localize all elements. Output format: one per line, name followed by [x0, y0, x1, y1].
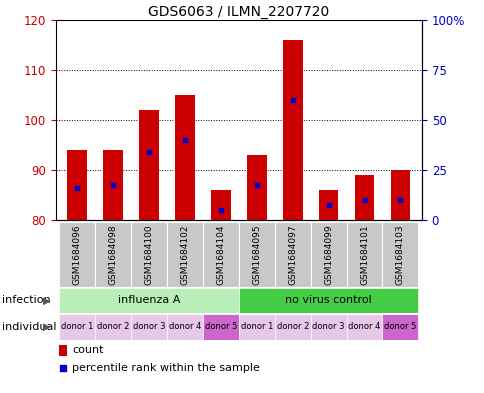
Text: donor 4: donor 4 [168, 322, 201, 331]
Text: GSM1684102: GSM1684102 [180, 224, 189, 285]
Text: GSM1684096: GSM1684096 [73, 224, 82, 285]
Text: influenza A: influenza A [118, 296, 180, 305]
Text: GSM1684099: GSM1684099 [323, 224, 333, 285]
Bar [59, 288, 239, 313]
Text: donor 3: donor 3 [312, 322, 344, 331]
Bar [346, 222, 382, 287]
Bar [390, 170, 409, 220]
Text: GSM1684103: GSM1684103 [395, 224, 404, 285]
Bar [238, 288, 418, 313]
Bar [274, 314, 310, 340]
Text: GSM1684100: GSM1684100 [144, 224, 153, 285]
Text: donor 1: donor 1 [240, 322, 272, 331]
Bar [382, 314, 418, 340]
Text: GSM1684097: GSM1684097 [287, 224, 297, 285]
Bar [103, 150, 123, 220]
Bar [310, 222, 346, 287]
Bar [382, 222, 418, 287]
Text: ▶: ▶ [44, 322, 51, 332]
Text: GSM1684098: GSM1684098 [108, 224, 118, 285]
Bar [282, 40, 302, 220]
Text: donor 1: donor 1 [61, 322, 93, 331]
Text: donor 4: donor 4 [348, 322, 380, 331]
Text: GSM1684101: GSM1684101 [359, 224, 368, 285]
Text: donor 5: donor 5 [383, 322, 416, 331]
Bar [95, 314, 131, 340]
Bar [318, 190, 338, 220]
Text: no virus control: no virus control [285, 296, 371, 305]
Bar [274, 222, 310, 287]
Bar [354, 175, 374, 220]
Text: count: count [72, 345, 104, 355]
Bar [59, 222, 95, 287]
Bar [246, 155, 266, 220]
Bar [211, 190, 230, 220]
Bar [238, 314, 274, 340]
Bar [139, 110, 159, 220]
Bar [238, 222, 274, 287]
Title: GDS6063 / ILMN_2207720: GDS6063 / ILMN_2207720 [148, 5, 329, 18]
Text: donor 2: donor 2 [276, 322, 308, 331]
Bar [131, 314, 166, 340]
Text: ▶: ▶ [44, 296, 51, 305]
Bar [310, 314, 346, 340]
Bar [175, 95, 195, 220]
Text: individual: individual [2, 322, 57, 332]
Text: GSM1684095: GSM1684095 [252, 224, 261, 285]
Text: donor 3: donor 3 [133, 322, 165, 331]
Text: donor 2: donor 2 [97, 322, 129, 331]
Bar [202, 314, 238, 340]
Bar [60, 345, 67, 356]
Text: GSM1684104: GSM1684104 [216, 224, 225, 285]
Bar [67, 150, 87, 220]
Bar [95, 222, 131, 287]
Bar [166, 222, 202, 287]
Bar [202, 222, 238, 287]
Text: donor 5: donor 5 [204, 322, 237, 331]
Bar [59, 314, 95, 340]
Text: percentile rank within the sample: percentile rank within the sample [72, 363, 259, 373]
Bar [131, 222, 166, 287]
Text: infection: infection [2, 296, 51, 305]
Bar [346, 314, 382, 340]
Bar [166, 314, 202, 340]
